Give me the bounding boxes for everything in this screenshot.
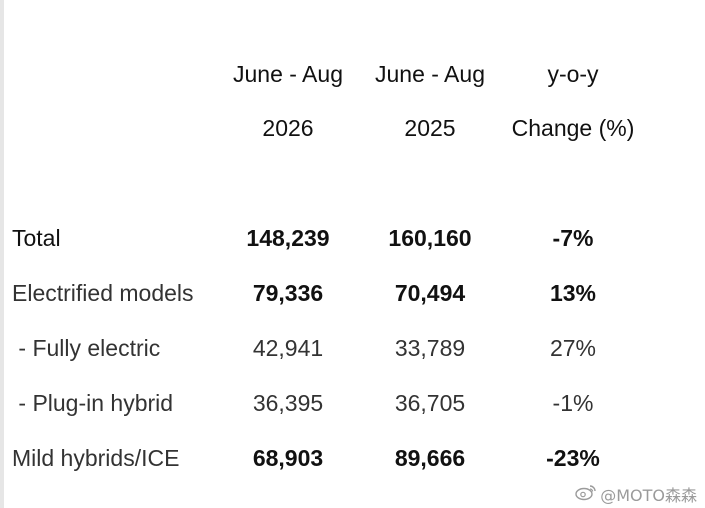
cell-total-change: -7% [552, 225, 594, 251]
cell-fully-electric-2026: 42,941 [252, 335, 324, 361]
left-border [0, 0, 4, 508]
header-change-line1: y-o-y [547, 61, 599, 87]
row-label-plug-in-hybrid: - Plug-in hybrid [12, 390, 174, 416]
watermark: @MOTO森森 [575, 482, 697, 506]
cell-electrified-2026: 79,336 [252, 280, 324, 306]
header-2026-line2: 2026 [262, 115, 314, 141]
header-2025-line2: 2025 [404, 115, 456, 141]
cell-fully-electric-change: 27% [549, 335, 597, 361]
row-label-electrified: Electrified models [12, 280, 194, 306]
cell-total-2025: 160,160 [388, 225, 472, 251]
cell-total-2026: 148,239 [246, 225, 330, 251]
cell-mild-hybrids-change: -23% [546, 445, 600, 471]
cell-plug-in-hybrid-2026: 36,395 [252, 390, 324, 416]
row-label-mild-hybrids: Mild hybrids/ICE [12, 445, 180, 471]
watermark-text: @MOTO森森 [600, 486, 697, 505]
cell-electrified-change: 13% [549, 280, 597, 306]
row-label-fully-electric: - Fully electric [12, 335, 161, 361]
weibo-icon [575, 483, 597, 505]
cell-plug-in-hybrid-2025: 36,705 [394, 390, 466, 416]
header-change-line2: Change (%) [511, 115, 635, 141]
header-2026-line1: June - Aug [233, 61, 343, 87]
cell-mild-hybrids-2026: 68,903 [252, 445, 324, 471]
cell-electrified-2025: 70,494 [394, 280, 466, 306]
cell-mild-hybrids-2025: 89,666 [394, 445, 466, 471]
cell-plug-in-hybrid-change: -1% [552, 390, 594, 416]
cell-fully-electric-2025: 33,789 [394, 335, 466, 361]
row-label-total: Total [12, 225, 61, 251]
header-2025-line1: June - Aug [375, 61, 485, 87]
